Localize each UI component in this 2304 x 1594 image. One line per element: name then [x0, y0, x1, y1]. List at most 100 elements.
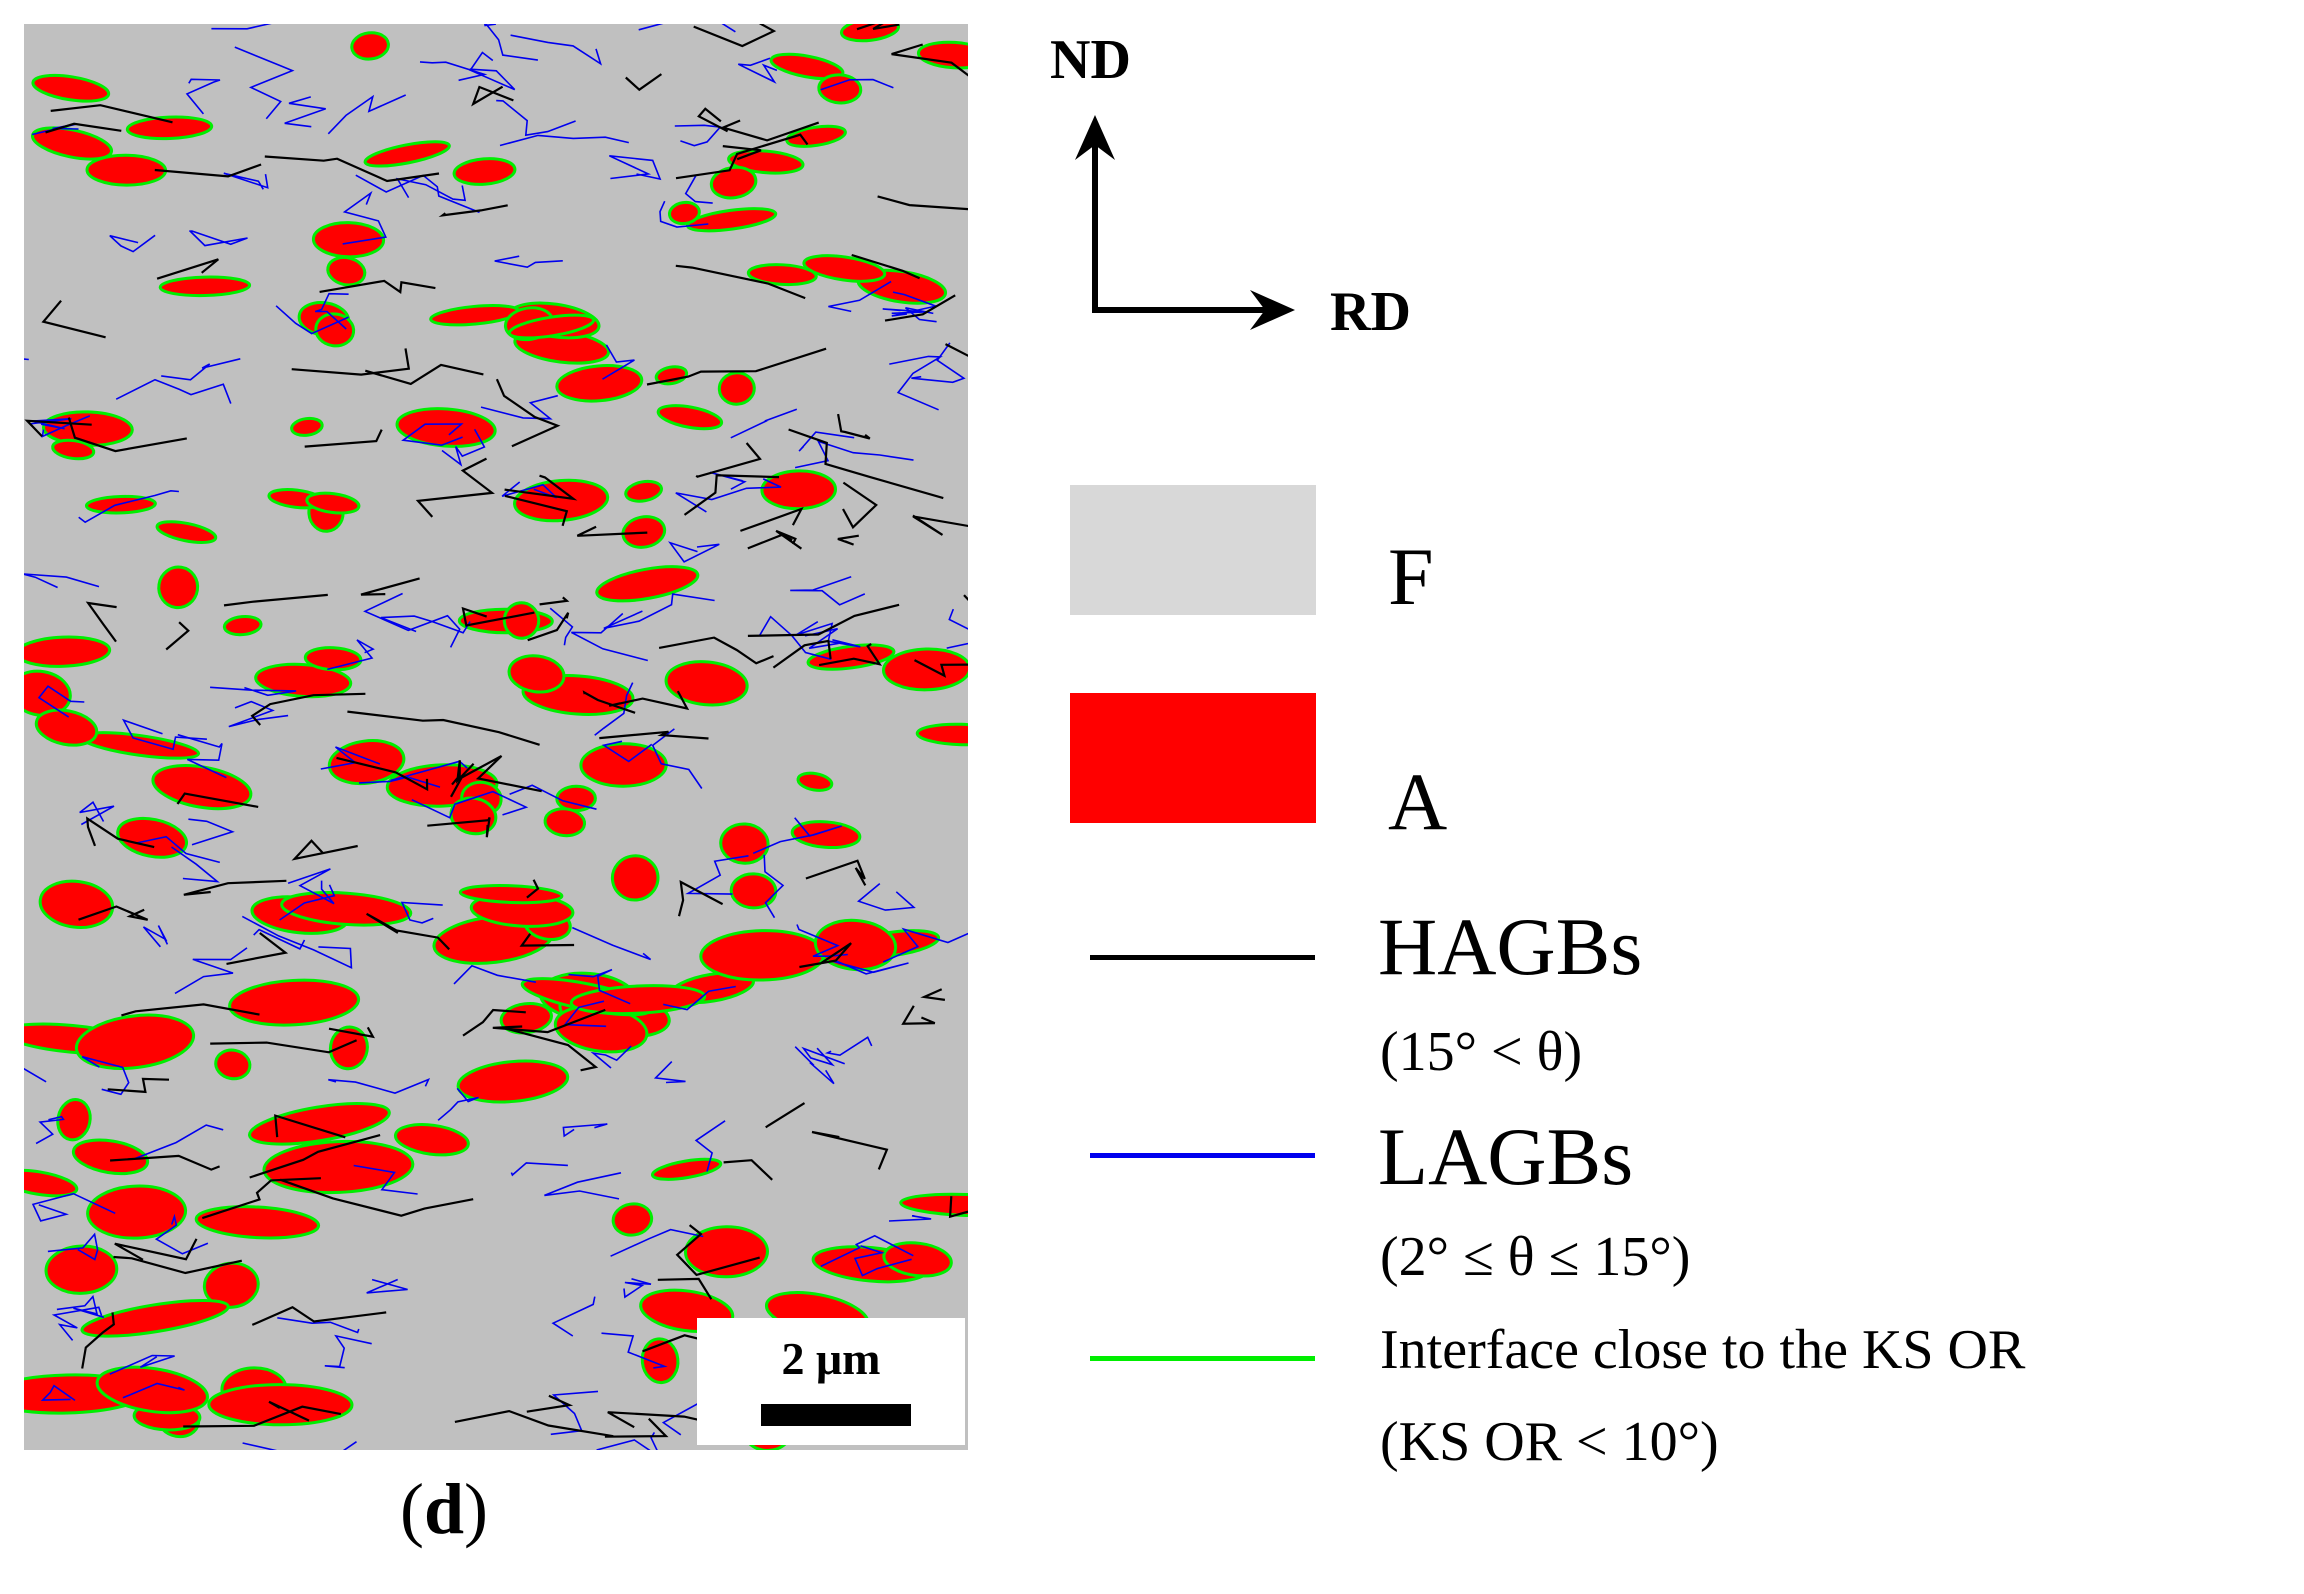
lagb-segment — [608, 155, 662, 181]
austenite-grain — [456, 1059, 570, 1104]
lagb-segment — [320, 746, 381, 770]
hagb-segment — [156, 258, 219, 280]
hagb-segment — [920, 988, 946, 1001]
ferrite-matrix — [24, 24, 968, 1450]
legend-condition-hagb: (15° < θ) — [1380, 1021, 1583, 1083]
hagb-segment — [526, 879, 540, 899]
austenite-grain — [125, 115, 214, 141]
lagb-segment — [571, 926, 652, 961]
lagb-segment — [81, 1055, 130, 1096]
lagb-segment — [798, 431, 855, 452]
hagb-segment — [461, 606, 535, 627]
austenite-grain — [507, 313, 596, 340]
panel-label: (d) — [400, 1469, 489, 1549]
lagb-segment — [601, 1332, 668, 1369]
hagb-segment — [719, 119, 820, 142]
lagb-segment — [242, 1441, 357, 1450]
austenite-grain — [650, 1157, 723, 1181]
lagb-segment — [327, 639, 375, 671]
austenite-grain — [785, 124, 847, 148]
lagb-segment — [284, 96, 326, 128]
scale-bar-label: 2 μm — [781, 1333, 881, 1384]
austenite-grain — [507, 654, 566, 694]
hagb-segment — [274, 1114, 346, 1139]
austenite-grain — [882, 1241, 953, 1278]
hagb-segment — [264, 155, 440, 183]
austenite-grain — [31, 73, 111, 103]
lagb-segment — [279, 884, 336, 921]
hagb-segment — [492, 1008, 606, 1034]
lagb-segment — [419, 61, 488, 82]
hagb-segment — [948, 1196, 968, 1219]
austenite-grain — [839, 24, 901, 43]
hagb-segment — [675, 133, 809, 180]
lagb-segment — [287, 868, 335, 905]
lagb-segment — [136, 835, 221, 864]
lagb-segment — [820, 78, 894, 91]
austenite-grain — [790, 820, 862, 850]
lagb-segment — [56, 1294, 105, 1319]
hagb-segment — [210, 1039, 358, 1054]
hagb-segment — [438, 204, 508, 218]
lagb-segment — [275, 305, 349, 335]
hagb-segment — [121, 1003, 260, 1017]
legend-label-ferrite: F — [1388, 531, 1434, 622]
lagb-segment — [494, 255, 563, 269]
lagb-segment — [946, 608, 968, 649]
hagb-segment — [471, 85, 514, 107]
hagb-segment — [223, 593, 328, 607]
lagb-segment — [794, 440, 914, 469]
hagb-segment — [67, 417, 187, 453]
legend-condition-lagb: (2° ≤ θ ≤ 15°) — [1380, 1226, 1691, 1288]
legend-swatch-austenite — [1070, 693, 1316, 823]
hagb-segment — [604, 1417, 669, 1438]
hagb-segment — [675, 1224, 760, 1277]
lagb-segment — [590, 1045, 632, 1069]
lagb-segment — [121, 718, 207, 751]
lagb-segment — [177, 733, 227, 779]
legend-line-ks — [1090, 1356, 1315, 1361]
hagb-segment — [415, 457, 495, 518]
lagb-segment — [853, 1245, 912, 1277]
lagb-segment — [411, 790, 529, 819]
lagb-segment — [40, 1384, 76, 1402]
austenite-grain — [290, 416, 324, 437]
austenite-grain — [746, 263, 818, 287]
austenite-grain — [543, 807, 587, 838]
lagb-segment — [469, 51, 516, 91]
lagb-segment — [234, 46, 295, 120]
lagb-segment — [453, 964, 537, 985]
lagb-segment — [327, 94, 407, 135]
austenite-grain — [610, 854, 660, 902]
hagb-segment — [526, 1394, 574, 1413]
lagb-segment — [832, 960, 909, 975]
hagb-segment — [495, 378, 561, 448]
lagb-segment — [314, 292, 349, 330]
hagb-segment — [291, 348, 411, 376]
austenite-grain — [449, 796, 498, 836]
austenite-grain — [228, 978, 361, 1027]
hagb-segment — [328, 1026, 375, 1039]
lagb-segment — [109, 234, 156, 253]
hagb-segment — [722, 145, 762, 161]
hagb-segment — [165, 621, 190, 651]
austenite-grain — [84, 494, 157, 515]
hagb-segment — [360, 577, 420, 596]
lagb-segment — [109, 1354, 175, 1375]
legend-condition-ks: (KS OR < 10°) — [1380, 1411, 1719, 1473]
austenite-grain — [214, 1048, 252, 1081]
legend-swatch-ferrite — [1070, 485, 1316, 615]
hagb-segment — [427, 817, 491, 838]
hagb-segment — [657, 1277, 713, 1300]
hagb-segment — [772, 639, 832, 669]
austenite-grain — [34, 708, 99, 747]
austenite-grain — [899, 1192, 968, 1218]
hagb-segment — [837, 534, 859, 546]
hagb-segment — [740, 507, 804, 532]
austenite-grain — [624, 479, 663, 503]
lagb-segment — [795, 621, 861, 648]
lagb-segment — [684, 175, 713, 204]
austenite-grain — [611, 1202, 654, 1237]
hagb-segment — [319, 279, 436, 294]
austenite-grain — [802, 254, 887, 283]
